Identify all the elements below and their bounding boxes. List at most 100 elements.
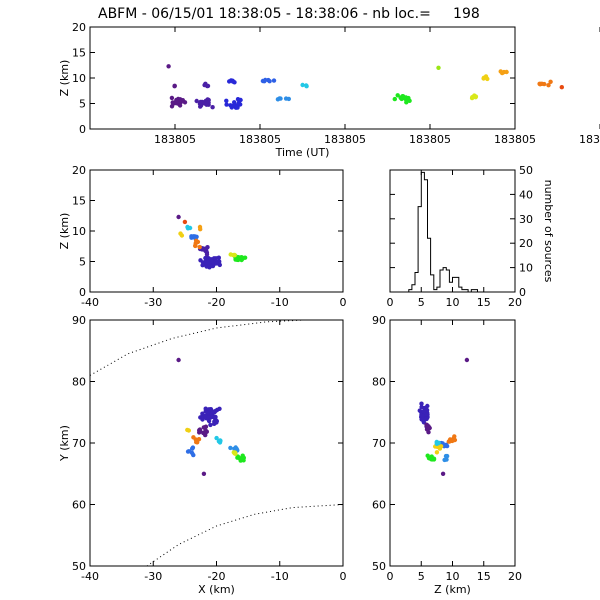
y-axis-label: Z (km) xyxy=(58,60,71,97)
y-tick-label: 15 xyxy=(72,195,86,208)
data-point xyxy=(425,453,430,458)
data-point xyxy=(442,457,447,463)
data-point xyxy=(177,103,183,108)
data-point xyxy=(213,256,219,261)
x-tick-label: -10 xyxy=(271,570,289,583)
y-tick-label: 20 xyxy=(519,237,533,250)
y-tick-label: 40 xyxy=(519,188,533,201)
y-tick-label: 50 xyxy=(519,164,533,177)
x-tick-label: 10 xyxy=(446,296,460,309)
data-point xyxy=(539,81,545,87)
data-point xyxy=(209,411,215,416)
data-point xyxy=(498,69,503,74)
data-point xyxy=(235,97,241,102)
data-point xyxy=(206,407,212,412)
data-point xyxy=(436,440,441,445)
data-point xyxy=(185,449,191,454)
z-y-panel: 0 5 10 15 20 50 60 70 80 90 Z (km) xyxy=(372,314,522,596)
data-point xyxy=(180,98,185,103)
data-point xyxy=(193,241,198,246)
data-point xyxy=(169,104,175,109)
data-point xyxy=(173,99,179,105)
y-tick-label: 10 xyxy=(72,225,86,238)
x-tick-label: -20 xyxy=(208,296,226,309)
y-tick-label: 90 xyxy=(372,314,386,327)
data-point xyxy=(198,429,203,434)
data-point xyxy=(214,407,220,413)
data-point xyxy=(185,224,190,230)
data-point xyxy=(172,84,177,89)
data-point xyxy=(436,65,441,71)
plot-frame xyxy=(89,26,516,130)
x-tick-label: 20 xyxy=(508,570,522,583)
x-y-panel: -40 -30 -20 -10 0 50 60 70 80 90 X (km) Y (km) xyxy=(58,314,347,596)
network-range-curve xyxy=(146,504,344,567)
data-point xyxy=(395,93,400,98)
histogram-bar xyxy=(443,268,446,292)
data-point xyxy=(240,256,245,261)
data-point xyxy=(548,79,553,85)
data-point xyxy=(194,439,199,445)
x-axis-label: Z (km) xyxy=(434,583,471,596)
x-tick-label: 5 xyxy=(418,296,425,309)
data-point xyxy=(202,414,208,419)
y-tick-label: 70 xyxy=(72,437,86,450)
data-point xyxy=(228,445,233,451)
x-tick-label: -40 xyxy=(81,570,99,583)
data-point xyxy=(420,413,425,418)
y-tick-label: 10 xyxy=(72,72,86,85)
data-point xyxy=(546,83,551,88)
data-point xyxy=(205,245,210,250)
network-range-curve xyxy=(89,319,306,376)
y-axis-label: Z (km) xyxy=(58,213,71,250)
data-point xyxy=(213,414,218,420)
data-point xyxy=(452,434,457,439)
data-point xyxy=(191,435,196,440)
data-point xyxy=(559,85,564,90)
x-tick-label: -40 xyxy=(81,296,99,309)
data-point xyxy=(208,422,213,428)
data-point xyxy=(300,82,305,88)
data-point xyxy=(232,100,237,105)
time-height-panel: 183805 183805 183805 183805 183805 183806 0 5 10… xyxy=(58,21,600,159)
data-point xyxy=(424,407,430,413)
data-point xyxy=(434,450,440,455)
data-point xyxy=(202,82,207,88)
data-point xyxy=(444,443,450,449)
data-point xyxy=(429,454,434,459)
data-point xyxy=(191,234,196,239)
y-tick-label: 80 xyxy=(372,376,386,389)
data-point xyxy=(204,102,209,107)
y-tick-label: 15 xyxy=(72,47,86,60)
data-point xyxy=(214,435,219,441)
data-point xyxy=(185,427,190,433)
x-tick-label: 183805 xyxy=(494,133,536,146)
data-point xyxy=(304,83,309,88)
data-point xyxy=(224,102,229,107)
y-tick-label: 70 xyxy=(372,437,386,450)
x-axis-label: Time (UT) xyxy=(275,146,330,159)
data-point xyxy=(198,103,204,108)
data-point xyxy=(278,96,283,101)
x-tick-label: 15 xyxy=(477,296,491,309)
data-point xyxy=(267,79,272,84)
x-tick-label: 20 xyxy=(508,296,522,309)
data-point xyxy=(420,417,426,422)
x-tick-label: 183805 xyxy=(324,133,366,146)
y-tick-label: 90 xyxy=(72,314,86,327)
x-tick-label: 10 xyxy=(446,570,460,583)
data-point xyxy=(419,404,424,410)
data-point xyxy=(473,94,479,99)
data-point xyxy=(170,100,175,105)
data-point xyxy=(166,64,171,69)
y-axis-label: number of sources xyxy=(542,180,555,283)
y-tick-label: 0 xyxy=(79,286,86,299)
data-point xyxy=(437,446,443,451)
data-point xyxy=(440,471,446,476)
histogram-bar xyxy=(431,275,434,292)
data-point xyxy=(234,257,240,262)
data-point xyxy=(204,252,210,257)
data-point xyxy=(212,421,217,426)
x-tick-label: 183805 xyxy=(239,133,281,146)
